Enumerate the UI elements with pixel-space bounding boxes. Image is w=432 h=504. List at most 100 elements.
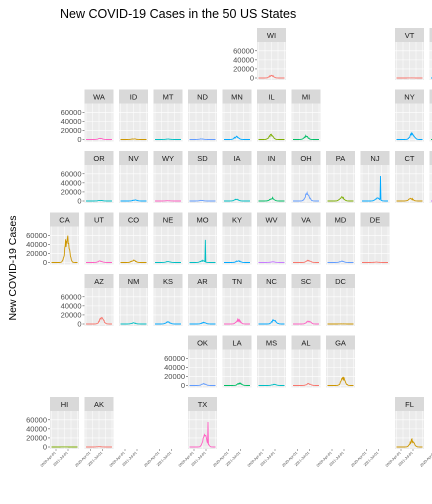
series-line-fl xyxy=(396,437,423,448)
facet-ky: KY xyxy=(222,212,252,265)
facet-label: OK xyxy=(197,339,208,348)
series-line-pa xyxy=(327,196,354,202)
series-line-nj xyxy=(362,176,388,202)
facet-label: FL xyxy=(405,400,414,409)
series-line-va xyxy=(293,259,319,263)
series-line-nd xyxy=(189,138,216,140)
facet-strip xyxy=(257,274,286,288)
facet-grid-lines xyxy=(395,411,424,449)
facet-label: LA xyxy=(232,339,241,348)
facet-strip xyxy=(119,151,148,165)
y-tick-label: 60000 xyxy=(164,354,185,363)
series-line-ms xyxy=(258,383,285,386)
facet-id: ID xyxy=(119,89,148,142)
facet-ut: UT xyxy=(84,212,114,265)
facet-dc: DC xyxy=(326,274,355,326)
facet-ga: GA xyxy=(326,335,355,388)
y-tick-label: 40000 xyxy=(164,363,185,372)
facet-strip xyxy=(395,89,424,104)
facet-md: MD xyxy=(326,212,355,265)
facet-strip xyxy=(395,28,424,42)
facet-label: CA xyxy=(59,216,69,225)
facet-strip xyxy=(222,274,252,288)
facet-strip xyxy=(257,335,286,350)
facet-strip xyxy=(188,274,217,288)
facet-tx: TX xyxy=(188,397,217,449)
facet-ks: KS xyxy=(153,274,183,326)
series-line-ky xyxy=(224,260,250,263)
facet-label: SD xyxy=(197,154,208,163)
facet-nm: NM xyxy=(119,274,148,326)
facet-label: NV xyxy=(128,154,138,163)
facet-grid-lines xyxy=(257,288,286,326)
y-tick-label: 0 xyxy=(181,381,185,390)
series-line-ok xyxy=(189,382,216,386)
facet-wi: WI xyxy=(257,28,286,80)
facet-ak: AK xyxy=(84,397,114,449)
facet-strip xyxy=(188,89,217,104)
facet-nv: NV xyxy=(119,151,148,203)
facet-grid-lines xyxy=(84,226,114,265)
y-tick-label: 0 xyxy=(77,135,81,144)
y-tick-label: 20000 xyxy=(61,126,82,135)
series-line-mi xyxy=(293,134,319,140)
series-line-mo xyxy=(189,239,216,263)
series-line-ks xyxy=(155,321,181,325)
facet-label: KY xyxy=(232,216,242,225)
facet-strip xyxy=(257,151,286,165)
facet-strip xyxy=(188,212,217,227)
facet-label: CO xyxy=(128,216,139,225)
facet-ct: CT xyxy=(395,151,424,203)
facet-mo: MO xyxy=(188,212,217,265)
facet-ok: OK xyxy=(188,335,217,388)
facet-label: MO xyxy=(196,216,208,225)
facet-label: WY xyxy=(162,154,174,163)
facet-ne: NE xyxy=(153,212,183,265)
facet-nd: ND xyxy=(188,89,217,142)
facet-label: ND xyxy=(197,93,208,102)
series-line-ca xyxy=(51,235,78,263)
facet-ny: NY xyxy=(395,89,424,142)
facet-wy: WY xyxy=(153,151,183,203)
facet-strip xyxy=(429,151,432,165)
y-tick-label: 0 xyxy=(77,197,81,206)
facet-grid-lines xyxy=(84,411,114,449)
facet-label: AZ xyxy=(94,277,104,286)
series-line-in xyxy=(258,196,285,202)
facet-label: OR xyxy=(93,154,105,163)
facet-strip xyxy=(84,151,114,165)
facet-grid-lines xyxy=(429,42,432,80)
facet-label: NJ xyxy=(370,154,379,163)
facet-sc: SC xyxy=(291,274,321,326)
y-axes: 0200004000060000020000400006000002000040… xyxy=(26,46,257,452)
facet-va: VA xyxy=(291,212,321,265)
facet-label: PA xyxy=(336,154,345,163)
facet-label: WI xyxy=(267,31,276,40)
series-line-wi xyxy=(258,74,285,79)
facet-label: MN xyxy=(231,93,243,102)
y-tick-label: 20000 xyxy=(26,249,47,258)
facet-ri: RI xyxy=(429,151,432,203)
facet-al: AL xyxy=(291,335,321,388)
facet-strip xyxy=(326,335,355,350)
series-line-ar xyxy=(189,321,216,325)
facet-label: OH xyxy=(300,154,311,163)
facet-mt: MT xyxy=(153,89,183,142)
y-tick-label: 60000 xyxy=(233,46,254,55)
facet-oh: OH xyxy=(291,151,321,203)
series-line-nc xyxy=(258,318,285,325)
facet-strip xyxy=(153,89,183,104)
facet-label: VA xyxy=(301,216,310,225)
facet-grid-lines xyxy=(429,103,432,142)
facet-strip xyxy=(395,397,424,411)
facet-strip xyxy=(119,274,148,288)
facet-label: WV xyxy=(265,216,277,225)
facet-sd: SD xyxy=(188,151,217,203)
facet-label: WA xyxy=(93,93,105,102)
series-line-sd xyxy=(189,199,216,202)
facet-strip xyxy=(188,335,217,350)
facet-nc: NC xyxy=(257,274,286,326)
facet-label: NM xyxy=(128,277,140,286)
series-line-tn xyxy=(224,317,250,325)
facet-label: AL xyxy=(301,339,310,348)
